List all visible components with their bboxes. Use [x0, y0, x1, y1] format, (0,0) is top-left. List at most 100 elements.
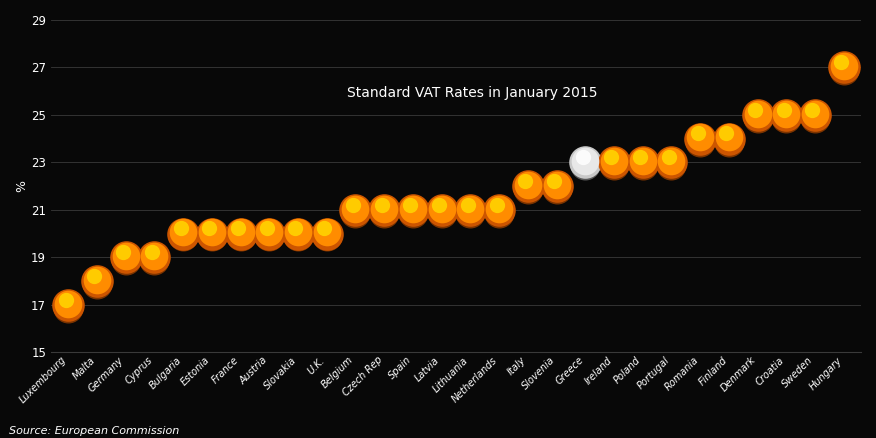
Point	[837, 64, 851, 71]
Point	[205, 229, 219, 236]
Point	[147, 253, 161, 260]
Point	[693, 134, 707, 141]
Point	[693, 138, 707, 145]
Point	[176, 233, 190, 240]
Point	[780, 114, 794, 121]
Point	[521, 185, 535, 192]
Point	[837, 67, 851, 74]
Point	[521, 183, 535, 190]
Point	[145, 249, 159, 256]
Point	[90, 276, 104, 283]
Point	[492, 205, 506, 212]
Point	[521, 181, 535, 188]
Point	[607, 159, 621, 166]
Text: Standard VAT Rates in January 2015: Standard VAT Rates in January 2015	[347, 86, 597, 100]
Point	[147, 257, 161, 264]
Point	[406, 206, 420, 213]
Point	[90, 278, 104, 285]
Point	[88, 272, 102, 279]
Point	[320, 230, 334, 237]
Point	[808, 114, 822, 121]
Point	[173, 225, 187, 232]
Point	[234, 233, 248, 240]
Point	[346, 201, 360, 208]
Point	[378, 206, 392, 213]
Point	[463, 206, 477, 213]
Point	[463, 209, 477, 216]
Point	[693, 135, 707, 142]
Point	[722, 138, 736, 145]
Point	[291, 230, 305, 237]
Point	[406, 205, 420, 212]
Point	[291, 233, 305, 240]
Point	[547, 177, 561, 184]
Point	[490, 201, 504, 208]
Point	[320, 229, 334, 236]
Point	[117, 249, 131, 256]
Point	[664, 162, 678, 169]
Point	[549, 185, 563, 192]
Point	[262, 233, 276, 240]
Point	[320, 233, 334, 240]
Point	[751, 110, 765, 117]
Point	[636, 162, 650, 169]
Point	[664, 158, 678, 165]
Point	[748, 106, 762, 113]
Point	[662, 154, 676, 161]
Point	[834, 59, 848, 66]
Point	[118, 254, 132, 261]
Point	[607, 158, 621, 165]
Point	[722, 134, 736, 141]
Point	[636, 159, 650, 166]
Point	[434, 209, 449, 216]
Point	[578, 162, 592, 169]
Point	[722, 135, 736, 142]
Point	[147, 254, 161, 261]
Point	[259, 225, 273, 232]
Point	[406, 209, 420, 216]
Point	[578, 159, 592, 166]
Text: Source: European Commission: Source: European Commission	[9, 426, 179, 436]
Point	[633, 154, 647, 161]
Point	[262, 229, 276, 236]
Point	[375, 201, 389, 208]
Point	[636, 158, 650, 165]
Point	[403, 201, 417, 208]
Point	[463, 205, 477, 212]
Point	[118, 257, 132, 264]
Point	[349, 205, 363, 212]
Point	[751, 114, 765, 121]
Point	[176, 229, 190, 236]
Point	[549, 183, 563, 190]
Point	[604, 154, 618, 161]
Point	[434, 206, 449, 213]
Point	[61, 301, 75, 308]
Point	[434, 205, 449, 212]
Point	[549, 181, 563, 188]
Point	[205, 233, 219, 240]
Point	[808, 110, 822, 117]
Point	[234, 230, 248, 237]
Point	[492, 209, 506, 216]
Point	[578, 158, 592, 165]
Point	[59, 296, 73, 303]
Point	[317, 225, 331, 232]
Point	[378, 205, 392, 212]
Point	[378, 209, 392, 216]
Point	[61, 304, 75, 311]
Point	[576, 154, 590, 161]
Point	[664, 159, 678, 166]
Point	[805, 106, 819, 113]
Point	[690, 130, 704, 137]
Point	[349, 206, 363, 213]
Point	[349, 209, 363, 216]
Point	[751, 111, 765, 118]
Point	[118, 253, 132, 260]
Point	[90, 280, 104, 287]
Point	[291, 229, 305, 236]
Point	[719, 130, 733, 137]
Y-axis label: %: %	[16, 180, 28, 192]
Point	[231, 225, 245, 232]
Point	[176, 230, 190, 237]
Point	[205, 230, 219, 237]
